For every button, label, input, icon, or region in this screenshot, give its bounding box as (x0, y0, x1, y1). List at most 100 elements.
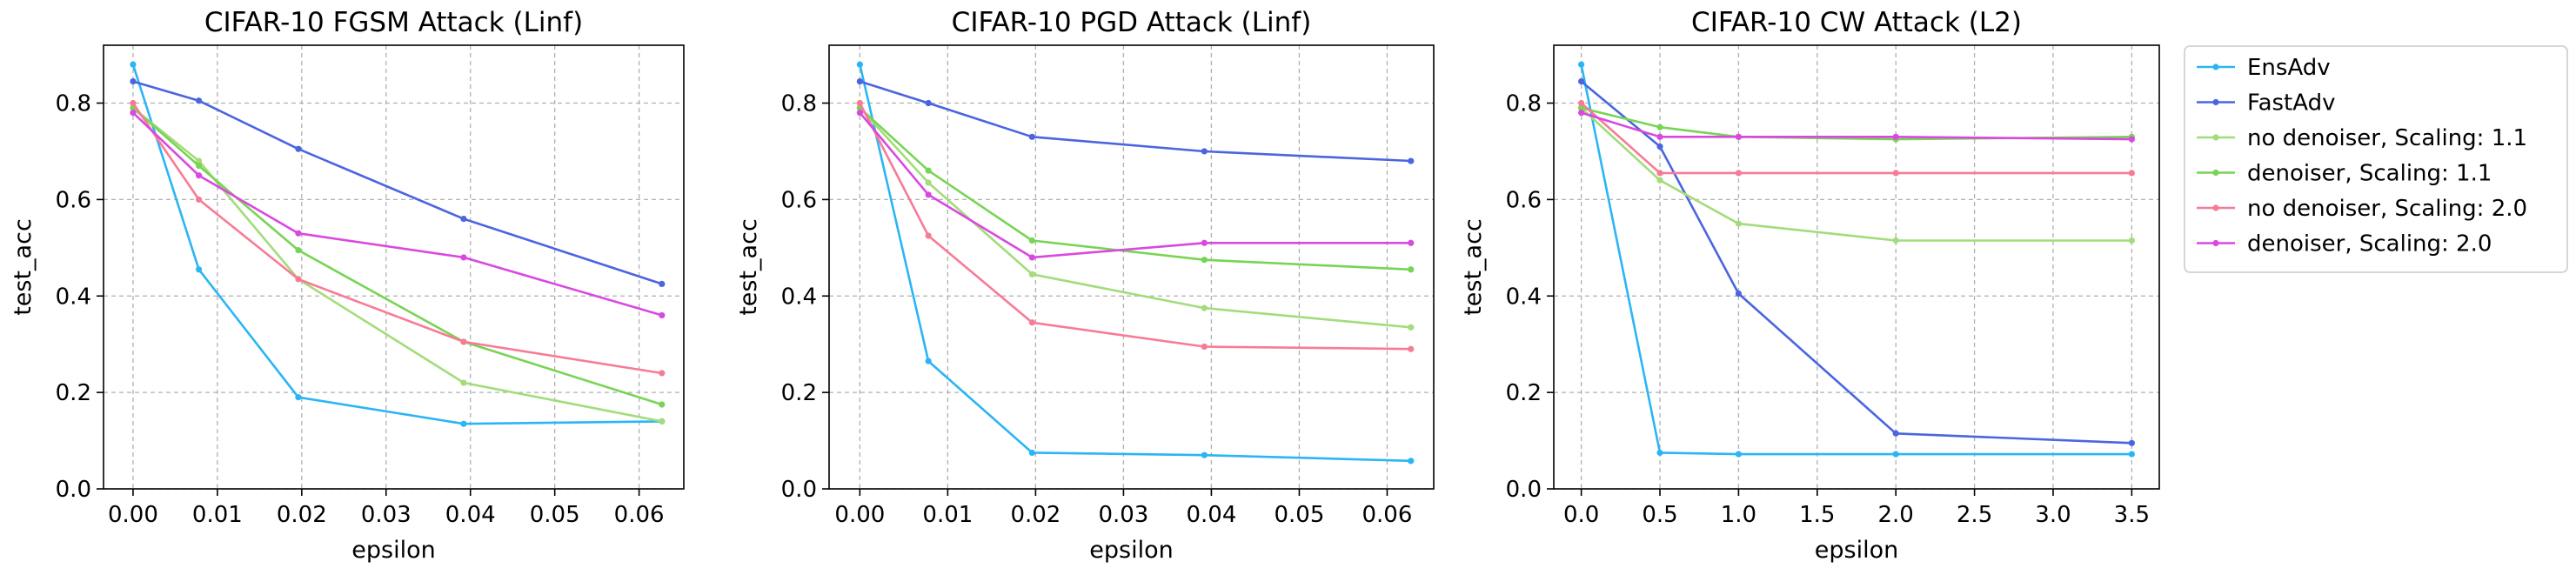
series-line-4 (1581, 106, 2132, 141)
y-tick-label: 0.2 (781, 380, 817, 406)
x-tick-label: 0.00 (834, 502, 885, 528)
data-point (1578, 77, 1585, 85)
legend-swatch-marker (2212, 169, 2219, 177)
x-tick-label: 3.5 (2114, 502, 2150, 528)
x-tick-label: 1.0 (1721, 502, 1756, 528)
data-point (1578, 99, 1585, 107)
data-point (925, 99, 932, 107)
data-point (295, 394, 302, 401)
x-tick-label: 0.06 (1362, 502, 1413, 528)
x-tick-label: 0.04 (445, 502, 496, 528)
legend-entry-label: no denoiser, Scaling: 2.0 (2247, 196, 2527, 222)
data-point (1578, 61, 1585, 68)
x-axis-label: epsilon (1815, 537, 1898, 564)
data-point (1408, 266, 1415, 273)
data-point (1201, 451, 1208, 458)
y-tick-label: 0.6 (781, 187, 817, 213)
data-point (1408, 324, 1415, 331)
data-point (659, 418, 666, 425)
legend-swatch-marker (2212, 64, 2219, 70)
x-tick-label: 2.5 (1957, 502, 1992, 528)
x-axis-label: epsilon (1089, 537, 1173, 564)
data-point (1578, 110, 1585, 117)
data-point (1892, 170, 1899, 177)
data-point (659, 370, 666, 377)
data-point (856, 61, 863, 68)
data-point (1656, 133, 1663, 140)
data-point (460, 338, 467, 345)
x-tick-label: 0.05 (1274, 502, 1324, 528)
y-tick-label: 0.8 (781, 91, 817, 117)
data-point (195, 157, 203, 164)
y-tick-label: 0.0 (56, 477, 91, 503)
x-tick-label: 0.03 (1098, 502, 1148, 528)
data-point (1656, 177, 1663, 184)
data-point (1408, 157, 1415, 164)
data-point (2128, 136, 2135, 143)
data-point (460, 254, 467, 261)
data-point (130, 99, 137, 107)
data-point (195, 266, 203, 273)
plot-frame (1553, 44, 2160, 490)
data-point (925, 358, 932, 364)
data-point (130, 77, 137, 85)
data-point (130, 110, 137, 117)
data-point (925, 191, 932, 198)
legend-swatch-marker (2212, 98, 2219, 106)
data-point (856, 99, 863, 107)
subplot-2: 0.00 0.01 0.02 0.03 0.04 0.05 0.06 0.0 0.2 0.4 0.6… (735, 7, 1435, 564)
data-point (1028, 133, 1035, 140)
y-tick-label: 0.2 (56, 380, 91, 406)
subplot-3: 0.0 0.5 1.0 1.5 2.0 2.5 3.0 3.5 0.0 0.2 0.4 0.6 0.8 C… (1460, 7, 2160, 564)
x-tick-label: 0.02 (1010, 502, 1061, 528)
y-axis-label: test_acc (1460, 218, 1487, 316)
legend-entry-label: FastAdv (2247, 90, 2335, 117)
data-point (295, 230, 302, 237)
data-point (856, 77, 863, 85)
series-line-1 (1580, 64, 2132, 456)
data-point (130, 61, 137, 68)
data-point (2128, 237, 2135, 244)
x-tick-label: 0.03 (361, 502, 411, 528)
x-tick-label: 0.05 (530, 502, 580, 528)
data-point (195, 196, 203, 203)
data-point (460, 215, 467, 223)
data-point (1201, 239, 1208, 246)
data-point (195, 97, 203, 104)
legend-entry-label: EnsAdv (2247, 55, 2331, 81)
y-axis-label: test_acc (735, 218, 762, 316)
data-point (1735, 451, 1743, 458)
x-tick-label: 0.5 (1642, 502, 1677, 528)
data-point (1892, 133, 1899, 140)
data-point (2128, 170, 2135, 177)
data-point (1578, 104, 1585, 111)
data-point (2128, 451, 2135, 458)
data-point (1656, 143, 1663, 150)
x-tick-label: 3.0 (2035, 502, 2071, 528)
legend-box (2184, 45, 2568, 273)
data-point (1735, 133, 1743, 140)
y-axis-label: test_acc (10, 218, 37, 316)
data-point (925, 179, 932, 186)
data-point (1408, 458, 1415, 465)
series-line-3 (859, 107, 1411, 329)
y-tick-label: 0.8 (56, 91, 91, 117)
data-point (295, 246, 302, 254)
data-point (659, 401, 666, 408)
series-line-6 (132, 111, 663, 317)
series-line-3 (132, 107, 663, 423)
y-tick-label: 0.2 (1506, 380, 1542, 406)
data-point (856, 110, 863, 117)
series-line-2 (860, 80, 1411, 163)
y-tick-label: 0.6 (1506, 187, 1542, 213)
legend-entry-label: no denoiser, Scaling: 1.1 (2247, 125, 2527, 151)
data-point (295, 276, 302, 283)
data-point (1892, 430, 1899, 437)
x-axis-label: epsilon (351, 537, 435, 564)
x-tick-label: 1.5 (1799, 502, 1835, 528)
x-tick-label: 0.04 (1186, 502, 1236, 528)
data-point (925, 167, 932, 174)
data-point (1028, 449, 1035, 457)
data-point (195, 162, 203, 170)
